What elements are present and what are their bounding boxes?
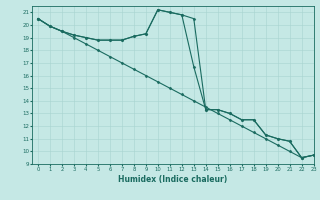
X-axis label: Humidex (Indice chaleur): Humidex (Indice chaleur) — [118, 175, 228, 184]
